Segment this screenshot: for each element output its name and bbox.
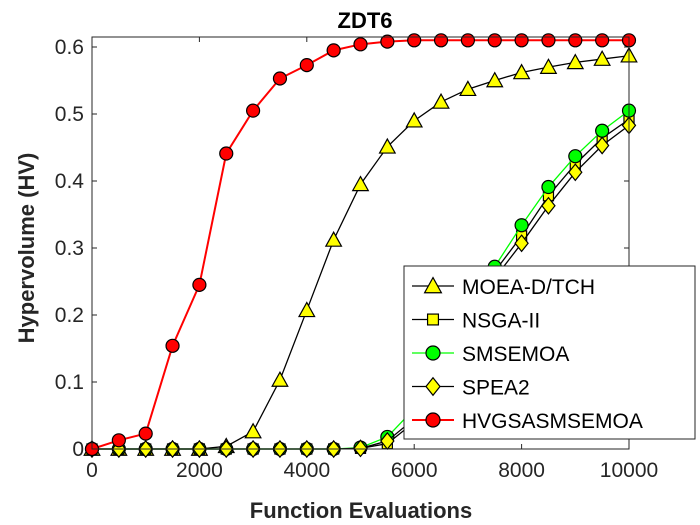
x-tick-label: 8000 xyxy=(498,459,545,482)
data-point xyxy=(272,71,288,86)
legend-item: HVGSASMSEMOA xyxy=(412,410,643,433)
data-point xyxy=(459,80,477,97)
x-axis-title: Function Evaluations xyxy=(250,498,472,523)
data-point xyxy=(514,33,529,48)
y-tick-label: 0 xyxy=(72,438,84,461)
x-tick-label: 4000 xyxy=(283,459,330,482)
legend-item: NSGA-II xyxy=(412,310,540,333)
data-point xyxy=(405,111,424,128)
data-point xyxy=(407,33,422,48)
data-point xyxy=(353,439,368,458)
data-point xyxy=(541,179,556,195)
data-point xyxy=(595,33,610,48)
y-tick-label: 0.6 xyxy=(55,36,84,59)
x-tick-label: 0 xyxy=(86,459,98,482)
data-point xyxy=(460,33,475,48)
x-tick-label: 2000 xyxy=(176,459,223,482)
data-point xyxy=(568,33,583,48)
data-point xyxy=(111,433,126,448)
data-point xyxy=(244,422,262,439)
data-point xyxy=(512,63,531,80)
plot-frame xyxy=(91,36,630,450)
data-point xyxy=(192,277,207,292)
data-point xyxy=(541,33,556,48)
legend-item: SPEA2 xyxy=(412,377,530,400)
legend-marker xyxy=(425,345,441,361)
data-point xyxy=(297,301,316,318)
x-tick-label: 6000 xyxy=(391,459,438,482)
legend-item: SMSEMOA xyxy=(412,343,569,366)
legend-label: MOEA-D/TCH xyxy=(462,276,595,299)
x-tick-label: 10000 xyxy=(600,459,658,482)
legend: MOEA-D/TCH NSGA-II SMSEMOA SPEA2 HVGSASMSEMO… xyxy=(403,265,696,440)
y-tick-label: 0.2 xyxy=(55,304,84,327)
data-point xyxy=(593,50,611,66)
data-point xyxy=(433,33,449,48)
data-point xyxy=(351,175,370,192)
data-point xyxy=(487,33,502,48)
data-point xyxy=(378,137,397,154)
data-point xyxy=(566,53,585,70)
legend-marker xyxy=(425,412,441,428)
y-tick-label: 0.4 xyxy=(55,170,85,193)
legend-label: HVGSASMSEMOA xyxy=(462,410,643,433)
data-point xyxy=(165,338,180,353)
data-point xyxy=(568,149,583,164)
data-point xyxy=(138,426,153,441)
legend-label: NSGA-II xyxy=(462,310,540,333)
legend-marker xyxy=(425,376,441,397)
legend-label: SMSEMOA xyxy=(462,343,569,366)
data-point xyxy=(485,71,504,88)
data-point xyxy=(299,57,314,73)
data-point xyxy=(324,230,343,247)
data-point xyxy=(541,196,556,215)
data-point xyxy=(432,92,450,109)
legend-item: MOEA-D/TCH xyxy=(412,276,595,299)
data-point xyxy=(595,123,610,138)
legend-marker xyxy=(426,313,440,326)
data-point xyxy=(568,163,583,182)
y-tick-label: 0.1 xyxy=(55,371,84,394)
data-point xyxy=(326,43,341,58)
tick-layer: 0 2000 4000 6000 8000 10000 0 0.1 0.2 0.3 0.4 0.5 0.… xyxy=(55,36,658,482)
data-point xyxy=(271,370,289,387)
data-point xyxy=(246,103,261,118)
y-tick-label: 0.3 xyxy=(55,237,84,260)
data-point xyxy=(380,34,395,49)
data-point xyxy=(353,37,368,52)
data-point xyxy=(594,136,610,155)
data-point xyxy=(514,218,529,233)
y-axis-title: Hypervolume (HV) xyxy=(14,153,39,344)
chart-title: ZDT6 xyxy=(338,8,393,33)
data-point xyxy=(219,146,234,161)
data-point xyxy=(514,234,529,253)
y-tick-label: 0.5 xyxy=(55,103,84,126)
legend-label: SPEA2 xyxy=(462,377,530,400)
data-point xyxy=(539,58,558,74)
legend-marker xyxy=(423,276,443,294)
